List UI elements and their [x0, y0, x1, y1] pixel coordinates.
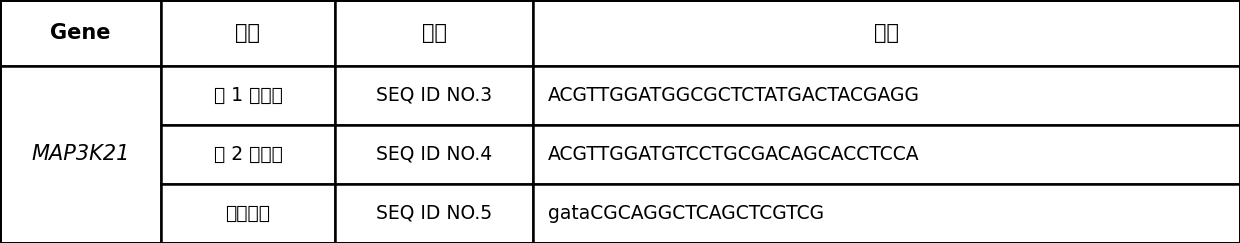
- Bar: [335, 0, 533, 66]
- Bar: [161, 184, 335, 243]
- Bar: [0, 0, 161, 66]
- Text: Gene: Gene: [51, 23, 110, 43]
- Bar: [161, 0, 335, 66]
- Bar: [533, 125, 1240, 184]
- Text: SEQ ID NO.5: SEQ ID NO.5: [376, 204, 492, 223]
- Bar: [335, 66, 533, 125]
- Bar: [335, 184, 533, 243]
- Text: ACGTTGGATGTCCTGCGACAGCACCTCCA: ACGTTGGATGTCCTGCGACAGCACCTCCA: [548, 145, 920, 164]
- Bar: [533, 184, 1240, 243]
- Text: SEQ ID NO.4: SEQ ID NO.4: [376, 145, 492, 164]
- Bar: [533, 0, 1240, 66]
- Bar: [161, 125, 335, 184]
- Text: MAP3K21: MAP3K21: [31, 144, 130, 164]
- Text: 延伸引物: 延伸引物: [226, 204, 270, 223]
- Text: 第 2 次扩增: 第 2 次扩增: [213, 145, 283, 164]
- Bar: [161, 66, 335, 125]
- Text: ACGTTGGATGGCGCTCTATGACTACGAGG: ACGTTGGATGGCGCTCTATGACTACGAGG: [548, 86, 920, 105]
- Bar: [533, 66, 1240, 125]
- Text: 编号: 编号: [422, 23, 446, 43]
- Text: 第 1 次扩增: 第 1 次扩增: [213, 86, 283, 105]
- Text: SEQ ID NO.3: SEQ ID NO.3: [376, 86, 492, 105]
- Bar: [0, 66, 161, 243]
- Text: gataCGCAGGCTCAGCTCGTCG: gataCGCAGGCTCAGCTCGTCG: [548, 204, 825, 223]
- Text: 序列: 序列: [874, 23, 899, 43]
- Text: 扩增: 扩增: [236, 23, 260, 43]
- Bar: [335, 125, 533, 184]
